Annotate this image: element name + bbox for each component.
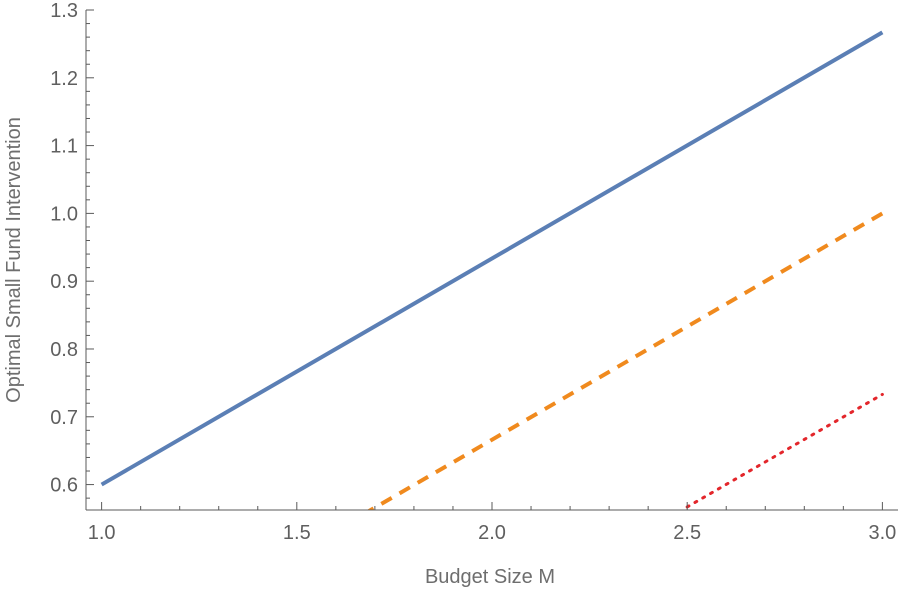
x-tick-label: 1.0: [88, 522, 116, 544]
y-tick-label: 1.3: [50, 0, 78, 22]
series-layer: [100, 30, 884, 510]
y-tick-label: 0.6: [50, 475, 78, 497]
y-axis-title: Optimal Small Fund Intervention: [3, 117, 25, 403]
ticks-layer: 1.0 1.5 2.0 2.5 3.0 0.6 0.7 0.8 0.9 1.0 1.1 1.2 1.3: [50, 0, 896, 544]
y-tick-label: 1.0: [50, 203, 78, 225]
series-line-3: [685, 392, 884, 509]
series-line-2: [366, 211, 884, 510]
x-axis-title: Budget Size M: [425, 566, 555, 588]
y-tick-label: 0.7: [50, 407, 78, 429]
x-tick-label: 2.0: [478, 522, 506, 544]
series-line-1: [100, 30, 884, 487]
y-tick-label: 0.9: [50, 271, 78, 293]
x-tick-label: 1.5: [283, 522, 311, 544]
y-tick-label: 0.8: [50, 339, 78, 361]
x-tick-label: 3.0: [868, 522, 896, 544]
y-tick-label: 1.1: [50, 136, 78, 158]
x-tick-label: 2.5: [673, 522, 701, 544]
y-tick-label: 1.2: [50, 68, 78, 90]
